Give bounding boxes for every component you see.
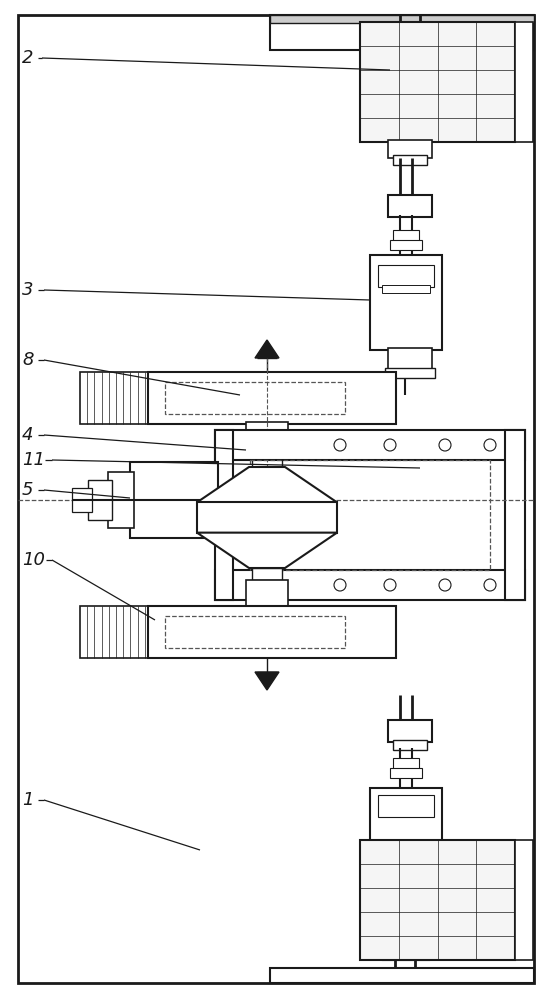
Text: 1: 1 <box>22 791 33 809</box>
Bar <box>252 568 282 580</box>
Bar <box>393 230 419 242</box>
Bar <box>388 348 432 370</box>
Polygon shape <box>197 533 337 568</box>
Text: 11: 11 <box>22 451 45 469</box>
Circle shape <box>384 439 396 451</box>
Bar <box>72 488 92 512</box>
Polygon shape <box>255 672 279 690</box>
Bar <box>148 372 396 424</box>
Bar <box>246 422 288 457</box>
Bar <box>393 155 427 165</box>
Circle shape <box>334 439 346 451</box>
Bar <box>197 502 337 533</box>
Bar <box>388 720 432 742</box>
Bar <box>385 900 435 910</box>
Bar <box>270 15 534 23</box>
Bar <box>108 472 134 528</box>
Bar <box>215 570 525 600</box>
Circle shape <box>484 439 496 451</box>
Bar <box>250 460 490 570</box>
Bar <box>215 430 233 600</box>
Text: 3: 3 <box>22 281 33 299</box>
Text: 5: 5 <box>22 481 33 499</box>
Polygon shape <box>197 467 337 502</box>
Bar <box>130 462 218 538</box>
Circle shape <box>484 579 496 591</box>
Bar <box>80 372 152 424</box>
Circle shape <box>439 579 451 591</box>
Bar <box>370 788 442 883</box>
Bar <box>246 580 288 615</box>
Bar <box>370 255 442 350</box>
Bar <box>165 382 345 414</box>
Bar <box>388 195 432 217</box>
Bar <box>390 768 422 778</box>
Bar <box>390 240 422 250</box>
Bar <box>148 606 396 658</box>
Circle shape <box>384 579 396 591</box>
Circle shape <box>439 439 451 451</box>
Bar <box>360 22 515 142</box>
Bar <box>385 368 435 378</box>
Bar <box>388 880 432 902</box>
Text: 10: 10 <box>22 551 45 569</box>
Bar <box>378 795 434 817</box>
Bar <box>388 140 432 158</box>
Bar <box>215 430 525 460</box>
Bar <box>383 935 429 960</box>
Bar <box>515 22 533 142</box>
Text: 8: 8 <box>22 351 33 369</box>
Bar <box>515 840 533 960</box>
Bar <box>382 285 430 293</box>
Bar <box>165 616 345 648</box>
Circle shape <box>334 579 346 591</box>
Bar <box>252 455 282 467</box>
Bar <box>505 430 525 600</box>
Text: 2: 2 <box>22 49 33 67</box>
Bar <box>360 840 515 960</box>
Text: 4: 4 <box>22 426 33 444</box>
Bar <box>80 606 152 658</box>
Bar <box>270 15 534 50</box>
Polygon shape <box>255 340 279 358</box>
Bar <box>88 480 112 520</box>
Bar <box>393 758 419 770</box>
Bar <box>378 265 434 287</box>
Bar <box>393 740 427 750</box>
Bar <box>270 968 534 983</box>
